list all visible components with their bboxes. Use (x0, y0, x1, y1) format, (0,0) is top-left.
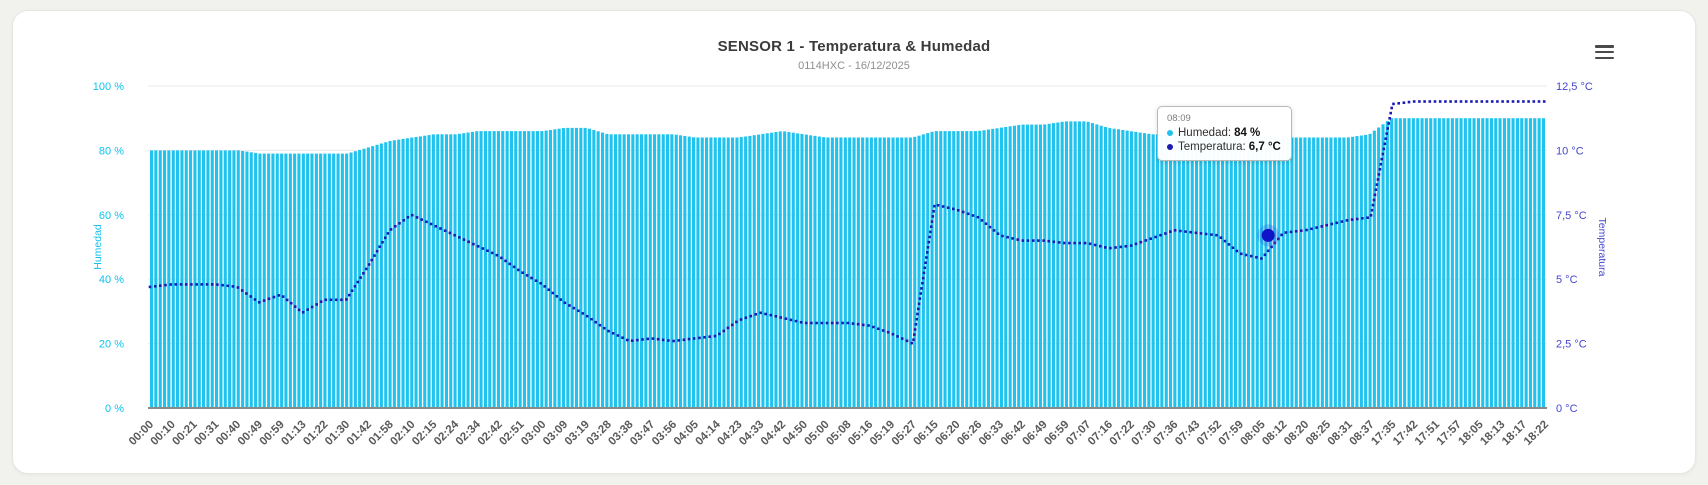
chart-tooltip: 08:09 Humedad: 84 % Temperatura: 6,7 °C (1157, 106, 1292, 161)
svg-text:100 %: 100 % (93, 81, 124, 93)
svg-text:18:22: 18:22 (1522, 419, 1551, 448)
svg-text:5 °C: 5 °C (1556, 274, 1578, 286)
svg-text:20 %: 20 % (99, 339, 124, 351)
tooltip-humidity-row: Humedad: 84 % (1167, 127, 1281, 139)
highlighted-point[interactable] (1257, 224, 1280, 247)
svg-text:0 °C: 0 °C (1556, 403, 1578, 415)
chart-subtitle: 0114HXC - 16/12/2025 (798, 60, 910, 72)
left-axis-ticks: 100 % 80 % 60 % 40 % 20 % 0 % (93, 81, 124, 415)
right-axis-ticks: 12,5 °C 10 °C 7,5 °C 5 °C 2,5 °C 0 °C (1556, 81, 1593, 415)
svg-text:80 %: 80 % (99, 145, 124, 157)
humidity-bars[interactable] (150, 118, 1545, 409)
right-axis-title: Temperatura (1596, 218, 1608, 277)
tooltip-temperature-value: 6,7 °C (1248, 141, 1281, 153)
hamburger-menu-icon[interactable] (1595, 45, 1614, 60)
svg-text:2,5 °C: 2,5 °C (1556, 339, 1587, 351)
svg-text:12,5 °C: 12,5 °C (1556, 81, 1593, 93)
svg-text:0 %: 0 % (105, 403, 124, 415)
tooltip-temperature-row: Temperatura: 6,7 °C (1167, 141, 1281, 153)
tooltip-humidity-value: 84 % (1234, 127, 1261, 139)
tooltip-temperature-label: Temperatura: (1178, 141, 1246, 153)
svg-text:10 °C: 10 °C (1556, 145, 1584, 157)
temperature-line[interactable] (148, 100, 1546, 345)
gridlines (148, 85, 1547, 345)
left-axis-title: Humedad (92, 224, 104, 270)
chart-title: SENSOR 1 - Temperatura & Humedad (717, 38, 991, 55)
svg-text:60 %: 60 % (99, 210, 124, 222)
svg-text:40 %: 40 % (99, 274, 124, 286)
humidity-bullet-icon (1167, 130, 1173, 136)
tooltip-humidity-label: Humedad: (1178, 127, 1232, 139)
temperature-bullet-icon (1167, 144, 1173, 150)
tooltip-time: 08:09 (1167, 113, 1191, 124)
x-axis-labels: 00:0000:1000:2100:3100:4000:4900:5901:13… (127, 418, 1551, 448)
svg-text:7,5 °C: 7,5 °C (1556, 210, 1587, 222)
